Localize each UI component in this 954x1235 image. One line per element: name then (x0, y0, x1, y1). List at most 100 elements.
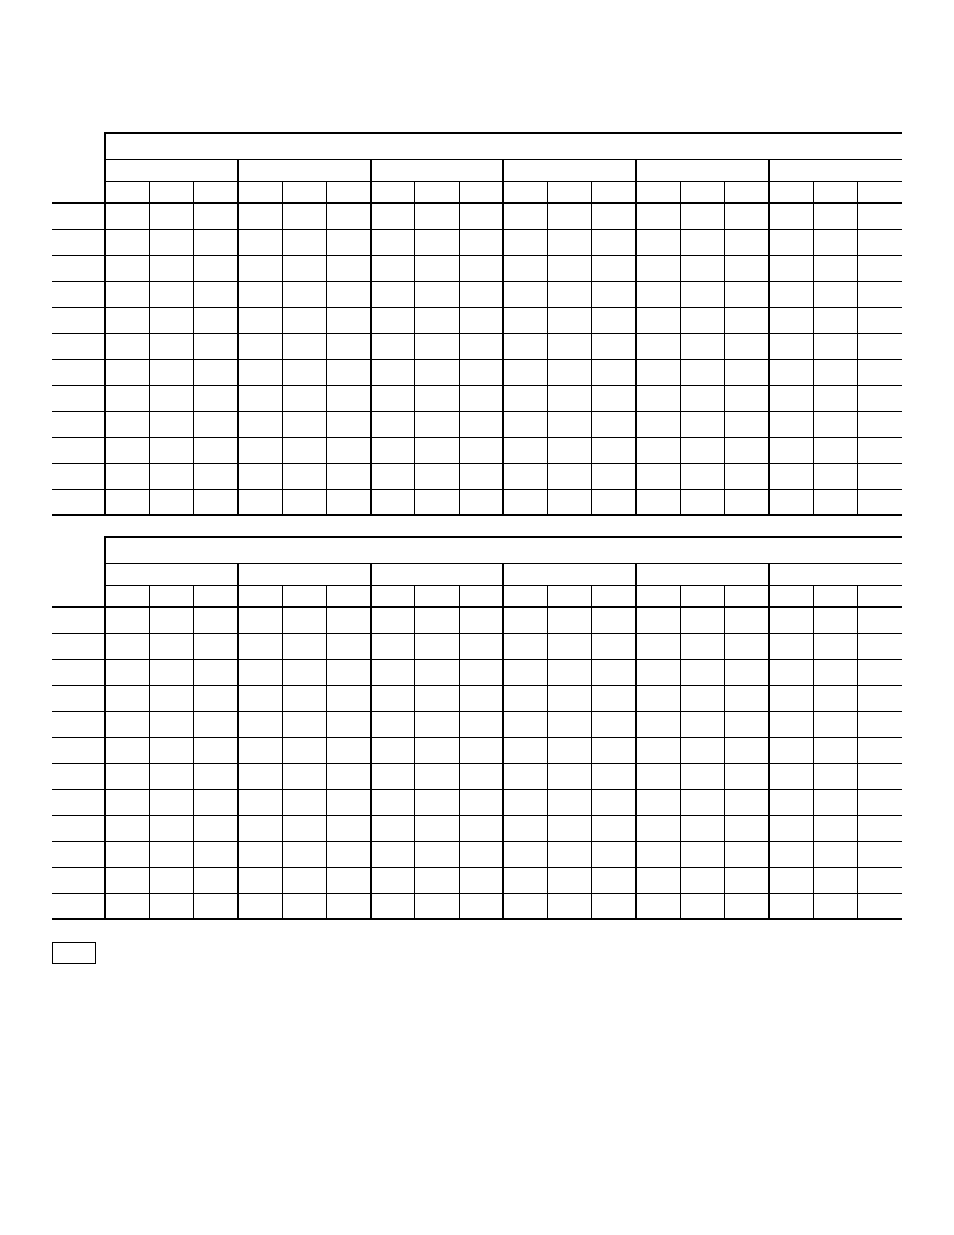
table-row (52, 463, 902, 489)
sub-header-cell (149, 585, 193, 607)
data-cell (105, 229, 149, 255)
data-cell (769, 789, 813, 815)
data-cell (149, 229, 193, 255)
data-cell (194, 359, 238, 385)
data-cell (813, 867, 857, 893)
table-row (52, 281, 902, 307)
data-cell (548, 737, 592, 763)
data-cell (282, 607, 326, 633)
data-cell (769, 763, 813, 789)
data-cell (238, 763, 282, 789)
sub-header-cell (636, 585, 680, 607)
header-spacer (52, 537, 105, 563)
group-header-cell (105, 563, 238, 585)
data-cell (725, 815, 769, 841)
data-cell (238, 489, 282, 515)
data-cell (326, 867, 370, 893)
data-cell (282, 815, 326, 841)
data-cell (592, 711, 636, 737)
group-header-cell (503, 563, 636, 585)
data-cell (459, 867, 503, 893)
sub-header-cell (769, 181, 813, 203)
data-cell (459, 437, 503, 463)
data-cell (636, 437, 680, 463)
row-label-cell (52, 841, 105, 867)
data-cell (282, 763, 326, 789)
data-cell (858, 607, 903, 633)
sub-header-cell (194, 585, 238, 607)
data-cell (725, 229, 769, 255)
data-cell (725, 281, 769, 307)
data-cell (459, 229, 503, 255)
data-cell (415, 737, 459, 763)
data-cell (326, 789, 370, 815)
data-cell (282, 489, 326, 515)
sub-header-cell (238, 181, 282, 203)
data-cell (858, 255, 903, 281)
data-cell (769, 867, 813, 893)
float-box (52, 942, 96, 964)
data-cell (415, 307, 459, 333)
data-cell (548, 763, 592, 789)
data-cell (371, 737, 415, 763)
data-cell (503, 489, 547, 515)
data-cell (149, 893, 193, 919)
data-cell (326, 607, 370, 633)
data-cell (769, 737, 813, 763)
data-cell (636, 385, 680, 411)
data-cell (371, 789, 415, 815)
data-cell (105, 333, 149, 359)
data-cell (326, 463, 370, 489)
data-cell (503, 867, 547, 893)
data-cell (858, 841, 903, 867)
data-cell (813, 463, 857, 489)
data-cell (326, 659, 370, 685)
data-cell (194, 437, 238, 463)
data-cell (503, 607, 547, 633)
data-cell (592, 815, 636, 841)
data-cell (813, 203, 857, 229)
data-cell (149, 685, 193, 711)
data-cell (149, 737, 193, 763)
data-cell (194, 489, 238, 515)
sub-header-cell (326, 181, 370, 203)
data-cell (459, 385, 503, 411)
table-row (52, 607, 902, 633)
data-cell (813, 737, 857, 763)
data-cell (725, 867, 769, 893)
data-cell (149, 437, 193, 463)
data-cell (858, 815, 903, 841)
data-cell (636, 685, 680, 711)
sub-header-cell (636, 181, 680, 203)
data-cell (326, 841, 370, 867)
row-label-cell (52, 763, 105, 789)
sub-header-cell (592, 181, 636, 203)
data-cell (769, 307, 813, 333)
data-cell (636, 867, 680, 893)
data-cell (503, 763, 547, 789)
data-cell (592, 359, 636, 385)
data-cell (282, 203, 326, 229)
data-cell (105, 307, 149, 333)
data-cell (326, 893, 370, 919)
data-cell (548, 711, 592, 737)
data-cell (769, 437, 813, 463)
data-cell (548, 685, 592, 711)
data-cell (105, 359, 149, 385)
data-cell (326, 281, 370, 307)
data-cell (105, 463, 149, 489)
data-cell (194, 633, 238, 659)
data-cell (326, 333, 370, 359)
table-row (52, 229, 902, 255)
sub-header-cell (415, 181, 459, 203)
sub-header-cell (680, 585, 724, 607)
data-cell (149, 815, 193, 841)
data-cell (503, 437, 547, 463)
data-cell (194, 763, 238, 789)
data-cell (371, 281, 415, 307)
data-cell (636, 463, 680, 489)
row-label-cell (52, 489, 105, 515)
group-header-cell (503, 159, 636, 181)
data-cell (415, 659, 459, 685)
data-cell (238, 411, 282, 437)
